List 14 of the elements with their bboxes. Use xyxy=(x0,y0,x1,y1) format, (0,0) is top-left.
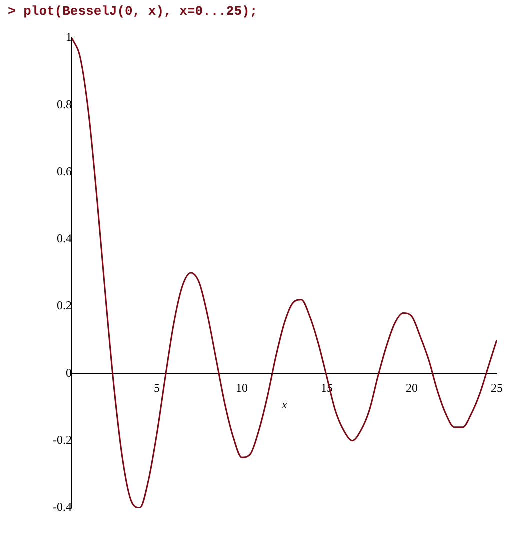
x-tick-label: 25 xyxy=(491,381,503,396)
y-tick-label: 0.2 xyxy=(57,298,72,313)
y-tick-label: 0.6 xyxy=(57,164,72,178)
x-axis-title: x xyxy=(280,397,288,412)
y-tick-label: 0.4 xyxy=(57,232,72,246)
y-tick-label: 1 xyxy=(66,30,72,44)
chart-title: > plot(BesselJ(0, x), x=0...25); xyxy=(8,4,258,19)
x-tick-label: 5 xyxy=(154,381,160,396)
y-tick-label: -0.4 xyxy=(53,500,72,514)
y-tick-label: 0.8 xyxy=(57,97,72,112)
y-tick-label: 0 xyxy=(66,366,72,380)
y-tick-label: -0.2 xyxy=(53,433,72,448)
x-tick-label: 10 xyxy=(236,381,248,396)
x-tick-label: 20 xyxy=(406,381,418,396)
